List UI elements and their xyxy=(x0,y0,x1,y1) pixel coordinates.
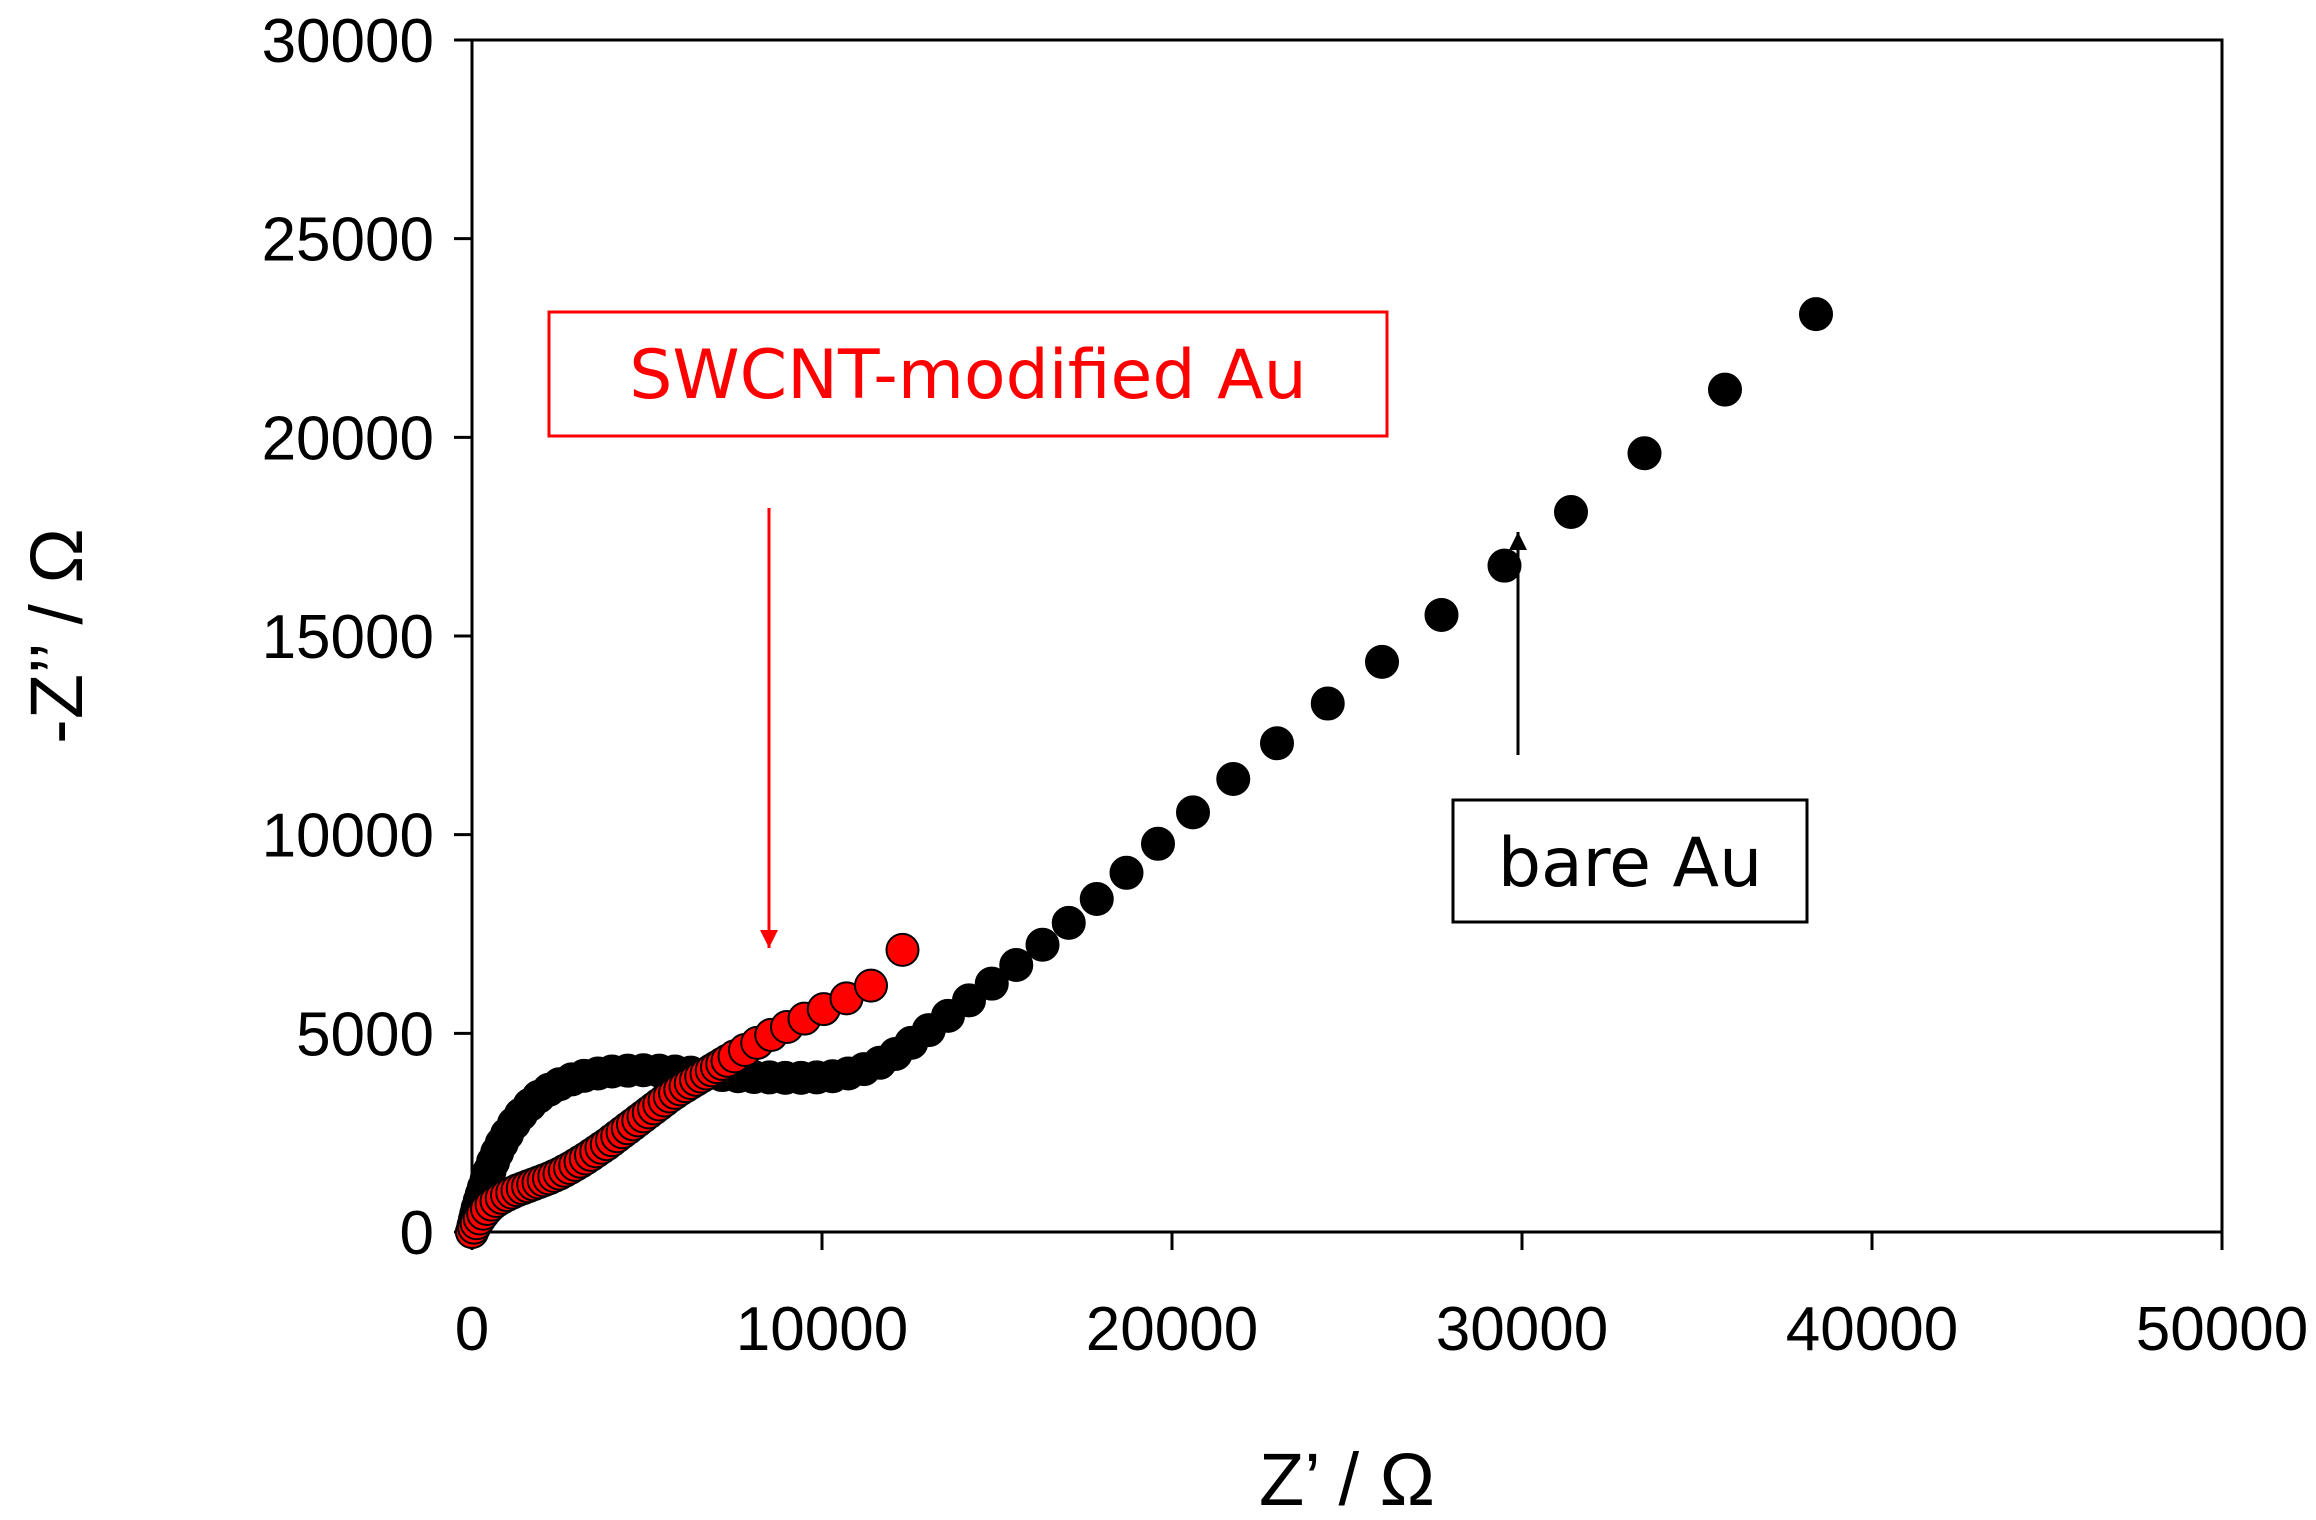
bare-au-point-56 xyxy=(1310,686,1345,721)
y-tick-label-3: 15000 xyxy=(262,603,434,672)
bare-au-point-50 xyxy=(1079,882,1114,917)
annotation-swcnt-box xyxy=(547,310,1389,438)
bare-au-point-55 xyxy=(1260,726,1294,761)
bare-au-point-61 xyxy=(1627,436,1662,471)
x-tick-label-3: 30000 xyxy=(1436,1295,1608,1364)
bare-au-point-58 xyxy=(1424,597,1459,632)
bare-au-point-49 xyxy=(1051,905,1086,940)
annotation-bare-label: bare Au xyxy=(1498,824,1762,903)
bare-au-point-45 xyxy=(952,983,986,1018)
x-tick-label-1: 10000 xyxy=(736,1295,908,1364)
bare-au-point-60 xyxy=(1554,495,1588,530)
bare-au-point-46 xyxy=(974,966,1009,1001)
swcnt-point-60 xyxy=(854,968,888,1003)
data-series xyxy=(455,297,1833,1249)
annotation-swcnt: SWCNT-modified Au xyxy=(547,310,1389,948)
x-tick-label-5: 50000 xyxy=(2136,1295,2308,1364)
annotation-bare-box xyxy=(1451,798,1809,924)
x-axis-title: Z’ / Ω xyxy=(1259,1438,1435,1520)
bare-au-point-63 xyxy=(1799,297,1833,332)
bare-au-point-53 xyxy=(1176,795,1210,830)
annotation-swcnt-label: SWCNT-modified Au xyxy=(629,336,1307,415)
bare-au-point-51 xyxy=(1109,855,1144,890)
y-axis-title: -Z’’ / Ω xyxy=(15,528,98,744)
x-tick-label-2: 20000 xyxy=(1086,1295,1258,1364)
bare-au-point-52 xyxy=(1141,826,1175,861)
y-tick-label-6: 30000 xyxy=(262,7,434,76)
y-tick-label-1: 5000 xyxy=(296,1000,434,1069)
bare-au-point-57 xyxy=(1365,644,1399,679)
series-swcnt-modified-au xyxy=(455,932,920,1249)
y-tick-label-5: 25000 xyxy=(262,206,434,275)
bare-au-point-54 xyxy=(1216,762,1251,797)
bare-au-point-47 xyxy=(999,947,1034,982)
axis-tick-labels: 0 10000 20000 30000 40000 50000 0 5000 10000 1500… xyxy=(262,7,2309,1364)
y-tick-label-4: 20000 xyxy=(262,404,434,473)
y-tick-label-2: 10000 xyxy=(262,802,434,871)
bare-au-point-62 xyxy=(1708,372,1742,407)
bare-au-point-48 xyxy=(1025,927,1060,962)
bare-au-point-59 xyxy=(1487,548,1522,583)
x-tick-label-4: 40000 xyxy=(1786,1295,1958,1364)
y-tick-label-0: 0 xyxy=(400,1199,434,1268)
annotation-bare: bare Au xyxy=(1451,532,1809,924)
swcnt-point-61 xyxy=(885,932,920,967)
x-tick-label-0: 0 xyxy=(455,1295,489,1364)
